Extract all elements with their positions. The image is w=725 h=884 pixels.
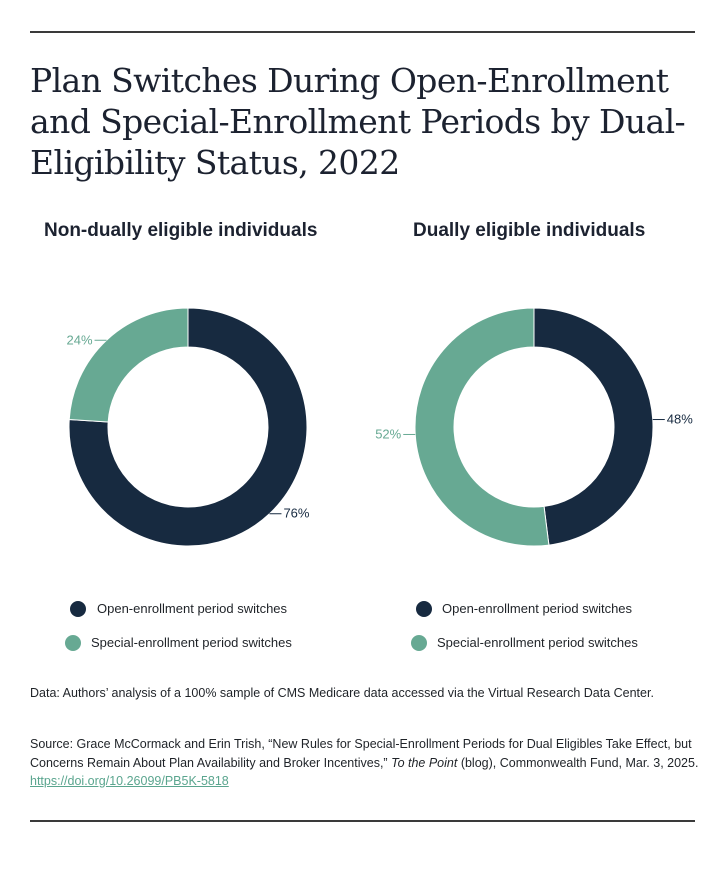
data-label: 48% (667, 412, 693, 427)
legend-label-open: Open-enrollment period switches (97, 601, 288, 616)
legend-swatch-open (416, 601, 432, 617)
legend-swatch-special (411, 635, 427, 651)
source-prefix: Source: Grace McCormack and Erin Trish, … (30, 737, 692, 770)
legend-label-special: Special-enrollment period switches (437, 635, 638, 650)
source-citation: Source: Grace McCormack and Erin Trish, … (30, 735, 700, 791)
donut-slice-special (68, 307, 189, 423)
donut-chart-dual: 48% 52% (375, 307, 693, 547)
source-doi-link[interactable]: https://doi.org/10.26099/PB5K-5818 (30, 774, 229, 788)
legend-label-open: Open-enrollment period switches (442, 601, 633, 616)
data-label: 52% (375, 426, 401, 441)
chart-title-non-dual: Non-dually eligible individuals (44, 220, 318, 241)
donut-slice-open (533, 307, 654, 546)
data-note: Data: Authors’ analysis of a 100% sample… (30, 686, 654, 700)
source-publication: To the Point (391, 755, 458, 770)
donut-slice-special (414, 307, 550, 547)
bottom-divider (30, 820, 695, 822)
source-suffix: (blog), Commonwealth Fund, Mar. 3, 2025. (457, 755, 699, 770)
donut-slice-open (68, 307, 308, 547)
donut-charts: 76% 24% 48% 52% (67, 307, 693, 547)
data-label: 24% (67, 332, 93, 347)
chart-title-dual: Dually eligible individuals (413, 220, 646, 241)
donut-chart-non-dual: 76% 24% (67, 307, 310, 547)
legend-swatch-open (70, 601, 86, 617)
page-title: Plan Switches During Open-Enrollment and… (30, 61, 686, 182)
legend-swatch-special (65, 635, 81, 651)
legend-label-special: Special-enrollment period switches (91, 635, 292, 650)
data-label: 76% (283, 506, 309, 521)
top-divider (30, 31, 695, 33)
